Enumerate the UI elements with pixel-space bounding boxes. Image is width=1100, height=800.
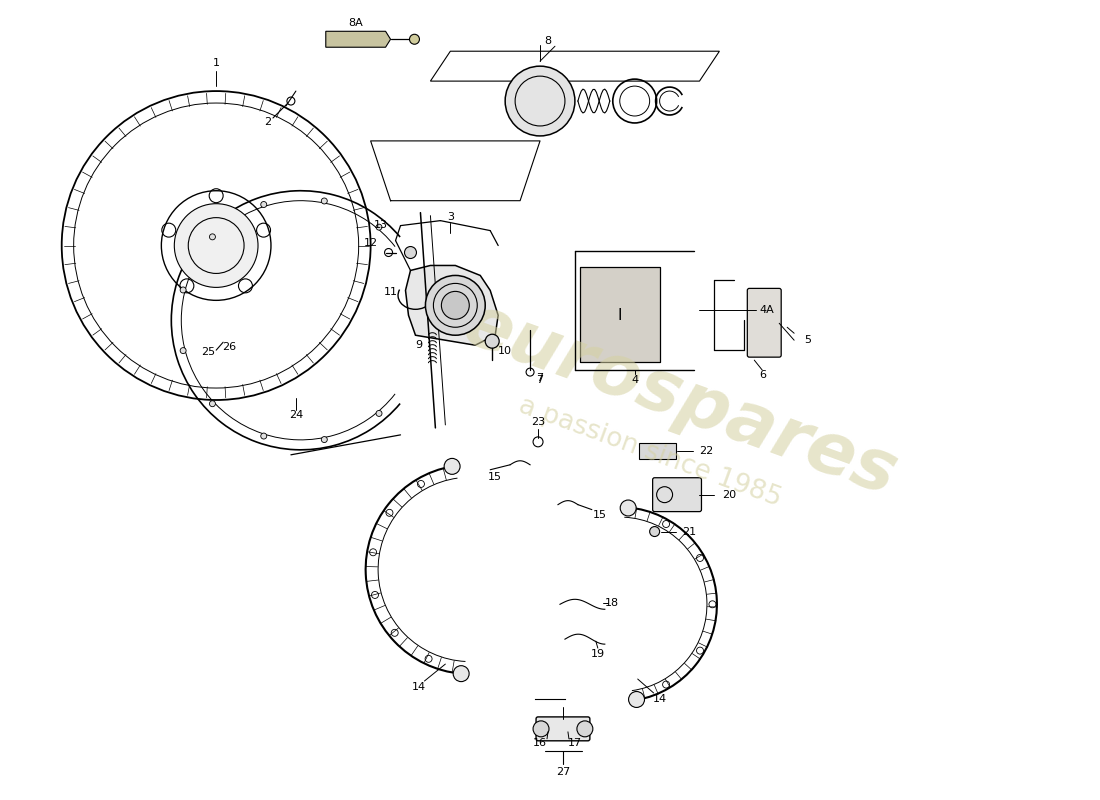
Circle shape: [321, 198, 328, 204]
Circle shape: [534, 721, 549, 737]
Text: 26: 26: [222, 342, 236, 352]
Circle shape: [409, 34, 419, 44]
Circle shape: [620, 500, 636, 516]
Text: 2: 2: [264, 117, 272, 127]
Circle shape: [576, 721, 593, 737]
Text: 24: 24: [289, 410, 302, 420]
Text: 21: 21: [682, 526, 696, 537]
Text: 27: 27: [556, 766, 570, 777]
Text: 22: 22: [700, 446, 714, 456]
Text: 12: 12: [364, 238, 377, 247]
Text: 8: 8: [544, 36, 551, 46]
Text: 20: 20: [723, 490, 737, 500]
Circle shape: [209, 234, 216, 240]
Text: I: I: [617, 308, 621, 322]
FancyBboxPatch shape: [580, 267, 660, 362]
Circle shape: [180, 348, 186, 354]
Circle shape: [485, 334, 499, 348]
Text: 18: 18: [605, 598, 619, 608]
Text: 8A: 8A: [349, 18, 363, 28]
Circle shape: [650, 526, 660, 537]
Text: 14: 14: [652, 694, 667, 704]
Circle shape: [174, 204, 258, 287]
Circle shape: [261, 433, 266, 439]
Text: 4: 4: [631, 375, 638, 385]
Text: 17: 17: [568, 738, 582, 748]
Text: 14: 14: [411, 682, 426, 692]
Circle shape: [376, 224, 382, 230]
Circle shape: [321, 437, 328, 442]
Text: 5: 5: [804, 335, 811, 346]
Polygon shape: [406, 266, 498, 345]
Circle shape: [505, 66, 575, 136]
Text: 15: 15: [593, 510, 607, 520]
Text: 10: 10: [498, 346, 513, 356]
Circle shape: [628, 691, 645, 707]
Circle shape: [376, 410, 382, 417]
Text: 9: 9: [415, 340, 422, 350]
Text: 25: 25: [201, 347, 216, 357]
Text: 7: 7: [537, 375, 543, 385]
Circle shape: [426, 275, 485, 335]
Text: a passion since 1985: a passion since 1985: [515, 392, 784, 511]
Text: eurospares: eurospares: [453, 290, 906, 510]
Text: 11: 11: [384, 287, 397, 298]
FancyBboxPatch shape: [747, 288, 781, 357]
Text: 4A: 4A: [759, 306, 774, 315]
Text: 13: 13: [374, 220, 387, 230]
Text: 16: 16: [534, 738, 547, 748]
Circle shape: [261, 202, 266, 207]
FancyBboxPatch shape: [536, 717, 590, 741]
Circle shape: [209, 401, 216, 406]
Circle shape: [453, 666, 469, 682]
Circle shape: [444, 458, 460, 474]
FancyBboxPatch shape: [652, 478, 702, 512]
Text: 1: 1: [212, 58, 220, 68]
Text: 7: 7: [537, 373, 543, 383]
Circle shape: [180, 287, 186, 293]
Circle shape: [441, 291, 470, 319]
Circle shape: [405, 246, 417, 258]
Text: 23: 23: [531, 417, 546, 427]
Text: 3: 3: [447, 212, 454, 222]
Text: 6: 6: [759, 370, 766, 380]
FancyBboxPatch shape: [639, 443, 675, 458]
Polygon shape: [326, 31, 390, 47]
Text: 15: 15: [488, 472, 503, 482]
Text: 19: 19: [591, 649, 605, 659]
